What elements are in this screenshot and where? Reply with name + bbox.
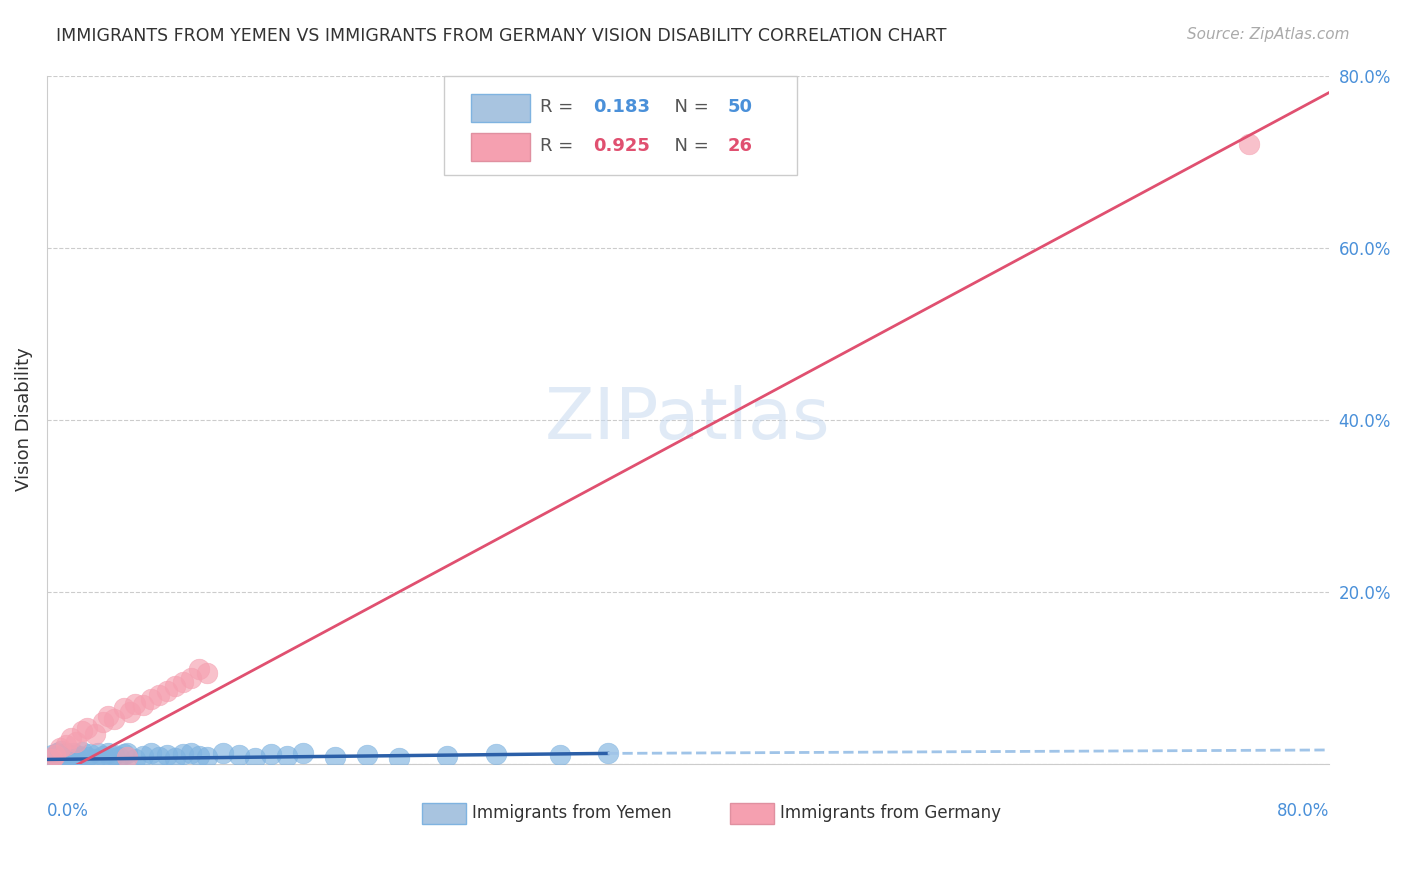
Point xyxy=(44,748,66,763)
Point xyxy=(112,747,135,762)
Point xyxy=(112,701,135,715)
FancyBboxPatch shape xyxy=(730,803,773,823)
Point xyxy=(76,721,98,735)
Point xyxy=(46,751,69,765)
Point xyxy=(91,715,114,730)
Text: N =: N = xyxy=(664,98,716,116)
Point xyxy=(62,747,84,761)
Point xyxy=(132,698,155,713)
Point xyxy=(124,751,146,765)
Point xyxy=(139,692,162,706)
Text: 80.0%: 80.0% xyxy=(1277,802,1329,820)
Point xyxy=(388,750,411,764)
Point xyxy=(156,748,179,763)
Point xyxy=(180,671,202,685)
Point xyxy=(115,749,138,764)
Point xyxy=(115,746,138,760)
Point xyxy=(195,666,218,681)
Point xyxy=(212,747,235,761)
Point xyxy=(41,752,63,766)
Point xyxy=(70,745,93,759)
Text: 26: 26 xyxy=(727,137,752,155)
Point xyxy=(132,749,155,764)
Point xyxy=(59,731,82,745)
Point xyxy=(100,750,122,764)
Point xyxy=(58,749,80,764)
Text: ZIPatlas: ZIPatlas xyxy=(546,385,831,454)
Point xyxy=(103,748,125,763)
Point xyxy=(165,679,187,693)
Point xyxy=(124,697,146,711)
Text: R =: R = xyxy=(540,137,579,155)
Point xyxy=(84,726,107,740)
Point xyxy=(148,749,170,764)
Point xyxy=(84,751,107,765)
Point xyxy=(48,741,70,756)
Point xyxy=(548,748,571,763)
Point xyxy=(188,662,211,676)
Point xyxy=(228,748,250,763)
Text: 0.0%: 0.0% xyxy=(46,802,89,820)
Point xyxy=(41,748,63,763)
Point xyxy=(195,749,218,764)
Point xyxy=(97,747,120,761)
Point xyxy=(44,749,66,764)
Text: N =: N = xyxy=(664,137,716,155)
Point xyxy=(87,746,110,760)
Point xyxy=(108,749,131,764)
Point xyxy=(67,749,90,764)
Point xyxy=(180,746,202,760)
Point xyxy=(276,749,298,764)
Point xyxy=(51,744,73,758)
Point xyxy=(260,747,283,762)
Point xyxy=(45,747,67,761)
Point xyxy=(165,750,187,764)
Point xyxy=(156,683,179,698)
Point xyxy=(172,747,194,762)
FancyBboxPatch shape xyxy=(444,76,797,176)
Point xyxy=(120,705,142,719)
Point xyxy=(1237,137,1260,152)
Point xyxy=(56,752,79,766)
Point xyxy=(596,747,619,761)
Point xyxy=(53,747,76,762)
Point xyxy=(65,735,87,749)
Point xyxy=(55,738,77,752)
Text: IMMIGRANTS FROM YEMEN VS IMMIGRANTS FROM GERMANY VISION DISABILITY CORRELATION C: IMMIGRANTS FROM YEMEN VS IMMIGRANTS FROM… xyxy=(56,27,946,45)
Text: Source: ZipAtlas.com: Source: ZipAtlas.com xyxy=(1187,27,1350,42)
Point xyxy=(188,749,211,764)
Text: 0.183: 0.183 xyxy=(593,98,650,116)
FancyBboxPatch shape xyxy=(471,133,530,161)
Text: R =: R = xyxy=(540,98,579,116)
FancyBboxPatch shape xyxy=(471,94,530,121)
Text: Immigrants from Yemen: Immigrants from Yemen xyxy=(472,805,672,822)
Point xyxy=(103,712,125,726)
Y-axis label: Vision Disability: Vision Disability xyxy=(15,348,32,491)
Point xyxy=(292,746,315,760)
Point xyxy=(65,750,87,764)
Point xyxy=(76,749,98,764)
Point xyxy=(70,724,93,739)
Point xyxy=(484,747,506,762)
Point xyxy=(436,749,458,764)
Point xyxy=(79,747,101,762)
Text: Immigrants from Germany: Immigrants from Germany xyxy=(780,805,1001,822)
Point xyxy=(55,746,77,760)
Point xyxy=(148,688,170,702)
Point xyxy=(245,750,267,764)
Text: 50: 50 xyxy=(727,98,752,116)
Point xyxy=(52,750,75,764)
FancyBboxPatch shape xyxy=(422,803,465,823)
Point xyxy=(356,748,378,763)
Point xyxy=(97,709,120,723)
Text: 0.925: 0.925 xyxy=(593,137,650,155)
Point xyxy=(139,747,162,761)
Point xyxy=(172,675,194,690)
Point xyxy=(91,749,114,764)
Point xyxy=(323,749,346,764)
Point xyxy=(48,749,70,764)
Point xyxy=(59,748,82,763)
